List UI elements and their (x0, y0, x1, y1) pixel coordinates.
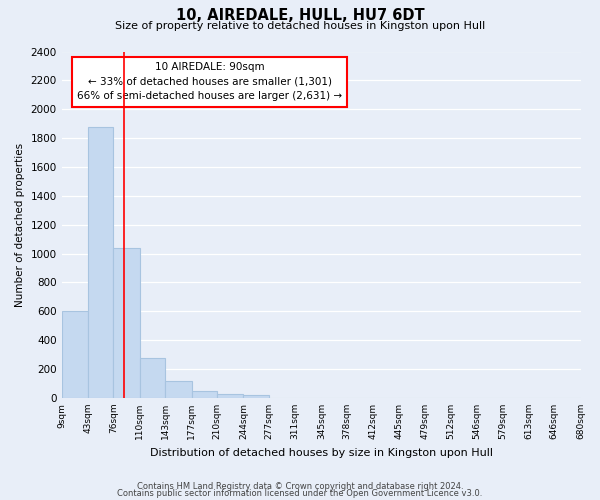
Bar (165, 380, 191, 398)
Bar (244, 395, 269, 398)
Bar (140, 358, 165, 398)
Text: Size of property relative to detached houses in Kingston upon Hull: Size of property relative to detached ho… (115, 21, 485, 31)
Text: 10 AIREDALE: 90sqm
← 33% of detached houses are smaller (1,301)
66% of semi-deta: 10 AIREDALE: 90sqm ← 33% of detached hou… (77, 62, 342, 102)
Y-axis label: Number of detached properties: Number of detached properties (15, 142, 25, 307)
Text: Contains HM Land Registry data © Crown copyright and database right 2024.: Contains HM Land Registry data © Crown c… (137, 482, 463, 491)
Bar (191, 390, 217, 398)
Bar (62, 312, 88, 398)
Text: 10, AIREDALE, HULL, HU7 6DT: 10, AIREDALE, HULL, HU7 6DT (176, 8, 424, 22)
Bar (88, 126, 113, 398)
Bar (113, 248, 140, 398)
Bar (217, 394, 244, 398)
X-axis label: Distribution of detached houses by size in Kingston upon Hull: Distribution of detached houses by size … (149, 448, 493, 458)
Text: Contains public sector information licensed under the Open Government Licence v3: Contains public sector information licen… (118, 489, 482, 498)
